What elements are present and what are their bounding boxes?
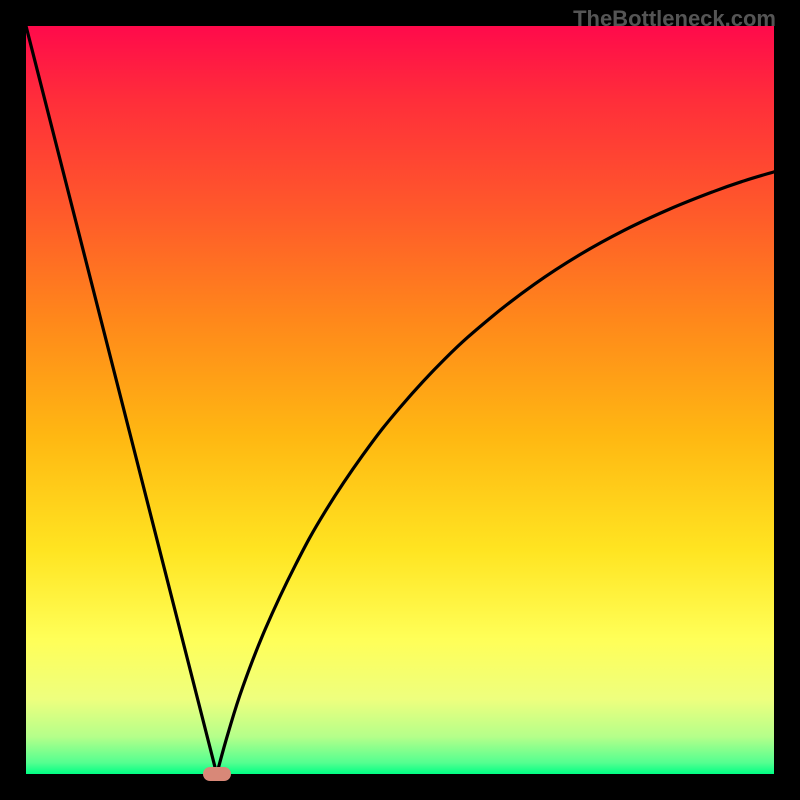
watermark-text: TheBottleneck.com [573,6,776,32]
plot-area [26,26,774,774]
background-gradient [26,26,774,774]
minimum-marker [203,767,231,781]
chart-container: TheBottleneck.com [0,0,800,800]
